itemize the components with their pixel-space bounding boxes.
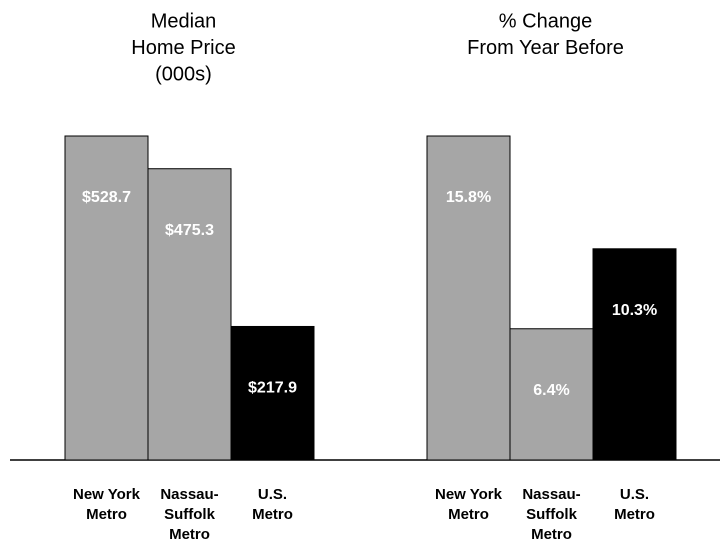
x-tick-label: Metro [531, 526, 572, 543]
bar [509, 328, 594, 461]
bar [64, 135, 149, 461]
x-tick-label: Suffolk [526, 506, 577, 523]
bar [426, 135, 511, 461]
x-tick-label: New York [435, 486, 503, 503]
x-tick-label: Metro [169, 526, 210, 543]
bar [230, 325, 315, 461]
chart-title: From Year Before [467, 37, 624, 59]
bar [147, 168, 232, 461]
x-tick-label: Nassau- [160, 486, 218, 503]
bar [592, 248, 677, 461]
value-label: $475.3 [165, 222, 214, 239]
chart-title: % Change [499, 10, 592, 32]
x-tick-label: U.S. [258, 486, 287, 503]
value-label: $528.7 [82, 189, 131, 206]
x-tick-label: Metro [614, 506, 655, 523]
chart-title: Median [151, 10, 217, 32]
x-tick-label: Metro [252, 506, 293, 523]
value-label: 15.8% [446, 189, 491, 206]
x-tick-label: Metro [86, 506, 127, 523]
x-tick-label: Nassau- [522, 486, 580, 503]
x-tick-label: New York [73, 486, 141, 503]
value-label: $217.9 [248, 380, 297, 397]
x-tick-label: Metro [448, 506, 489, 523]
chart-title: Home Price [131, 37, 235, 59]
value-label: 6.4% [533, 382, 569, 399]
x-tick-label: U.S. [620, 486, 649, 503]
x-tick-label: Suffolk [164, 506, 215, 523]
value-label: 10.3% [612, 302, 657, 319]
chart-title: (000s) [155, 63, 212, 85]
